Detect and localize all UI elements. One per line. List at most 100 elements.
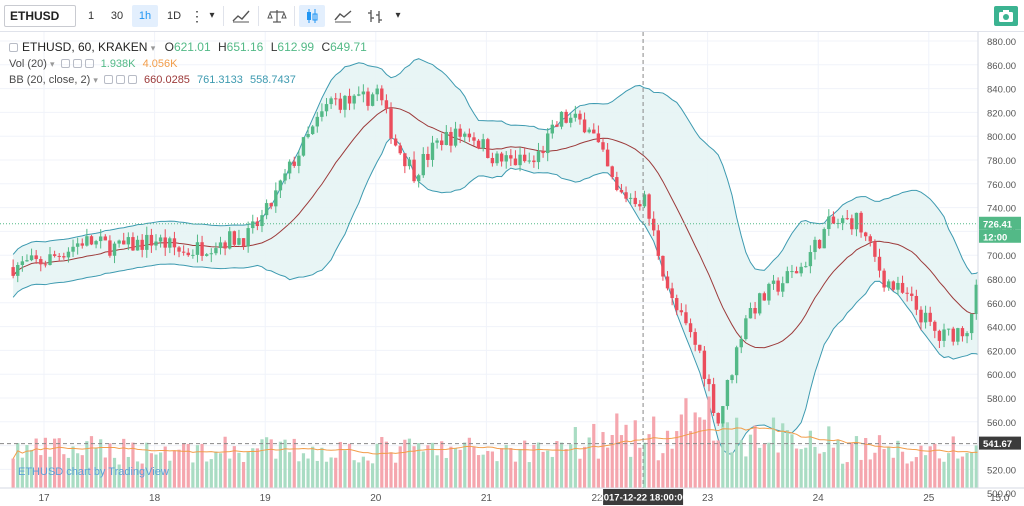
candle-body bbox=[642, 194, 647, 207]
price-tick-label: 800.00 bbox=[987, 132, 1016, 143]
ohlc-open-label: O bbox=[164, 40, 174, 54]
volume-bar bbox=[154, 454, 158, 488]
volume-bar bbox=[762, 444, 766, 488]
volume-bar bbox=[610, 434, 614, 488]
compare-scales-icon[interactable] bbox=[264, 5, 290, 27]
candle-body bbox=[559, 111, 564, 127]
candle-body bbox=[228, 231, 232, 249]
volume-bar bbox=[532, 444, 536, 488]
more-intervals-icon[interactable]: ⋮ bbox=[190, 8, 204, 24]
volume-bar bbox=[200, 443, 204, 488]
candle-body bbox=[711, 384, 716, 414]
interval-1m-button[interactable]: 1 bbox=[87, 10, 95, 22]
candle-body bbox=[965, 333, 969, 337]
candle-body bbox=[808, 252, 813, 267]
candle-body bbox=[781, 283, 785, 292]
bb-legend: BB (20, close, 2) ▾ 660.0285 761.3133 55… bbox=[9, 74, 296, 86]
interval-30m-button[interactable]: 30 bbox=[110, 10, 124, 22]
interval-1h-button[interactable]: 1h bbox=[132, 5, 158, 27]
camera-icon[interactable] bbox=[994, 6, 1018, 26]
volume-bar bbox=[76, 453, 80, 488]
candle-body bbox=[845, 218, 849, 220]
volume-dropdown-icon[interactable]: ▾ bbox=[49, 59, 55, 69]
volume-bar bbox=[486, 450, 490, 488]
legend-dropdown-icon[interactable]: ▾ bbox=[150, 43, 156, 53]
candle-body bbox=[476, 140, 481, 149]
collapse-legend-icon[interactable] bbox=[9, 43, 18, 52]
bb-basis-value: 660.0285 bbox=[144, 74, 190, 86]
time-tick-label: 25 bbox=[923, 493, 935, 504]
candle-body bbox=[522, 154, 527, 162]
bb-settings-icon[interactable] bbox=[115, 75, 125, 84]
candle-body bbox=[896, 282, 900, 290]
candle-body bbox=[688, 323, 693, 333]
volume-bar bbox=[435, 455, 439, 488]
candle-body bbox=[39, 259, 43, 265]
interval-1d-button[interactable]: 1D bbox=[166, 10, 182, 22]
candle-body bbox=[375, 88, 379, 95]
candle-body bbox=[670, 288, 674, 299]
volume-bar bbox=[868, 459, 872, 488]
volume-bar bbox=[430, 442, 435, 488]
bollinger-bands bbox=[12, 58, 1000, 455]
candle-body bbox=[287, 161, 292, 174]
crosshair-price-tag: 541.67 bbox=[983, 439, 1012, 450]
volume-bar bbox=[463, 442, 467, 488]
candle-body bbox=[324, 104, 329, 112]
volume-bar bbox=[629, 456, 633, 488]
candle-body bbox=[592, 129, 596, 134]
volume-bar bbox=[854, 436, 859, 488]
candle-body bbox=[421, 153, 425, 176]
candle-body bbox=[564, 111, 568, 123]
area-style-icon[interactable] bbox=[330, 5, 356, 27]
candle-body bbox=[619, 189, 624, 193]
interval-dropdown-icon[interactable]: ▾ bbox=[209, 10, 215, 21]
tradingview-watermark[interactable]: ETHUSD chart by TradingView bbox=[18, 466, 169, 478]
candle-body bbox=[352, 95, 356, 104]
bb-close-icon[interactable] bbox=[127, 75, 137, 84]
candle-body bbox=[859, 212, 863, 233]
candle-body bbox=[52, 254, 57, 256]
candle-body bbox=[11, 267, 15, 276]
chart-style-dropdown-icon[interactable]: ▾ bbox=[395, 10, 401, 21]
volume-bar bbox=[251, 448, 255, 488]
price-chart[interactable]: 880.00 860.00 840.00 820.00 800.00 780.00 760.… bbox=[0, 32, 1024, 506]
volume-bar bbox=[698, 417, 702, 488]
candle-body bbox=[771, 280, 776, 284]
volume-bar bbox=[311, 446, 315, 488]
candle-body bbox=[80, 243, 84, 246]
candle-body bbox=[57, 255, 61, 257]
chart-axes: 880.00 860.00 840.00 820.00 800.00 780.00 760.… bbox=[0, 32, 1024, 506]
volume-bar bbox=[131, 442, 135, 488]
candle-body bbox=[94, 241, 98, 245]
volume-bar bbox=[500, 448, 504, 488]
volume-bar bbox=[403, 439, 407, 488]
candles-style-icon[interactable] bbox=[299, 5, 325, 27]
volume-bar bbox=[799, 449, 803, 488]
candle-body bbox=[647, 194, 651, 219]
candle-body bbox=[910, 293, 914, 296]
candle-body bbox=[163, 237, 167, 248]
volume-bar bbox=[237, 452, 241, 488]
volume-bar bbox=[910, 461, 914, 488]
candle-body bbox=[804, 266, 808, 268]
bb-visibility-icon[interactable] bbox=[103, 75, 113, 84]
candle-body bbox=[126, 237, 131, 245]
symbol-search-input[interactable]: ETHUSD bbox=[4, 5, 76, 27]
candle-body bbox=[458, 128, 462, 137]
volume-bar bbox=[57, 438, 61, 488]
bars-style-icon[interactable] bbox=[362, 5, 388, 27]
volume-bar bbox=[794, 448, 799, 488]
volume-bar bbox=[721, 418, 725, 488]
ohlc-low: 612.99 bbox=[277, 40, 315, 54]
volume-close-icon[interactable] bbox=[84, 59, 94, 68]
volume-bar bbox=[205, 461, 209, 488]
volume-settings-icon[interactable] bbox=[72, 59, 82, 68]
volume-visibility-icon[interactable] bbox=[60, 59, 70, 68]
volume-moving-average bbox=[12, 426, 1000, 459]
countdown-tag-bg bbox=[979, 229, 1021, 243]
candle-body bbox=[951, 328, 955, 342]
volume-bar bbox=[767, 442, 771, 488]
bb-dropdown-icon[interactable]: ▾ bbox=[93, 75, 98, 85]
indicators-icon[interactable] bbox=[228, 5, 254, 27]
